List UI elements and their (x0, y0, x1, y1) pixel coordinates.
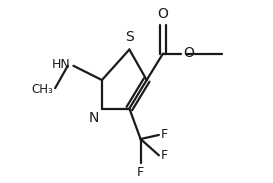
Text: N: N (89, 111, 99, 125)
Text: O: O (158, 7, 168, 21)
Text: HN: HN (52, 58, 71, 71)
Text: O: O (183, 46, 194, 60)
Text: F: F (161, 128, 168, 141)
Text: F: F (137, 167, 144, 180)
Text: S: S (125, 30, 134, 44)
Text: CH₃: CH₃ (32, 83, 54, 96)
Text: F: F (161, 149, 168, 162)
